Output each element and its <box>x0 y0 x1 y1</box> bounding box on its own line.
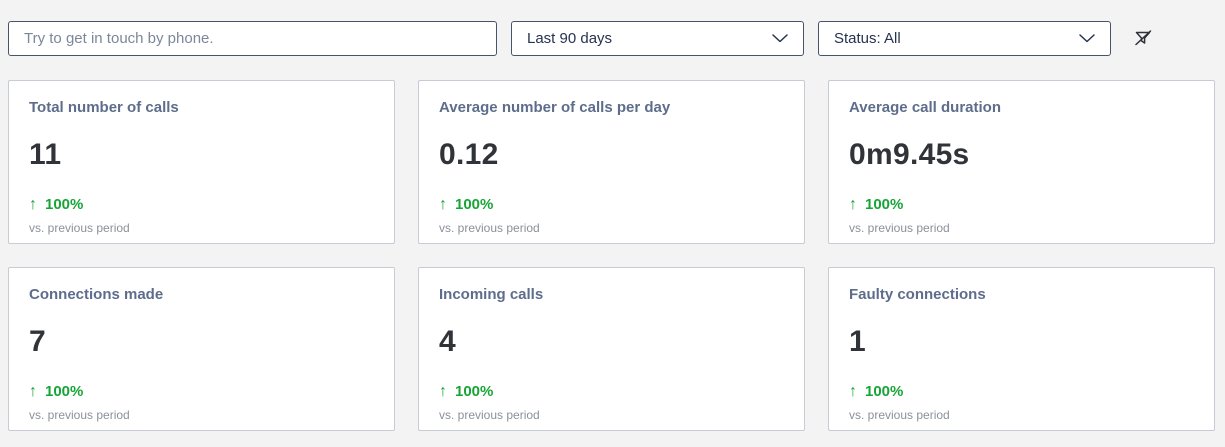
card-value: 11 <box>29 138 62 171</box>
card-total-number-of-calls: Total number of calls 11 ↑ 100% vs. prev… <box>8 80 395 244</box>
status-value: Status: All <box>834 29 901 47</box>
card-value: 4 <box>439 325 456 358</box>
card-trend: ↑ 100% <box>439 196 784 213</box>
card-trend: ↑ 100% <box>29 383 374 400</box>
chevron-down-icon <box>772 33 788 43</box>
card-title: Total number of calls <box>29 99 179 116</box>
comparison-label: vs. previous period <box>29 408 130 422</box>
trend-change: 100% <box>455 196 494 213</box>
trend-change: 100% <box>455 383 494 400</box>
card-title: Average number of calls per day <box>439 99 671 116</box>
card-value: 7 <box>29 325 46 358</box>
date-range-value: Last 90 days <box>527 29 613 47</box>
kpi-cards-grid: Total number of calls 11 ↑ 100% vs. prev… <box>8 80 1215 431</box>
trend-up-arrow-icon: ↑ <box>439 383 447 400</box>
card-title: Incoming calls <box>439 286 544 303</box>
chevron-down-icon <box>1079 33 1095 43</box>
card-faulty-connections: Faulty connections 1 ↑ 100% vs. previous… <box>828 267 1215 431</box>
trend-up-arrow-icon: ↑ <box>849 383 857 400</box>
card-value: 0m9.45s <box>849 138 970 171</box>
card-value: 0.12 <box>439 138 499 171</box>
date-range-dropdown[interactable]: Last 90 days <box>511 20 804 56</box>
card-trend: ↑ 100% <box>29 196 374 213</box>
card-title: Faulty connections <box>849 286 986 303</box>
card-connections-made: Connections made 7 ↑ 100% vs. previous p… <box>8 267 395 431</box>
status-dropdown[interactable]: Status: All <box>818 20 1111 56</box>
trend-change: 100% <box>865 196 904 213</box>
comparison-label: vs. previous period <box>849 408 950 422</box>
card-title: Connections made <box>29 286 164 303</box>
trend-change: 100% <box>45 196 84 213</box>
trend-change: 100% <box>45 383 84 400</box>
comparison-label: vs. previous period <box>29 221 130 235</box>
card-title: Average call duration <box>849 99 1001 116</box>
comparison-label: vs. previous period <box>439 221 540 235</box>
trend-up-arrow-icon: ↑ <box>439 196 447 213</box>
trend-change: 100% <box>865 383 904 400</box>
comparison-label: vs. previous period <box>439 408 540 422</box>
filter-off-icon <box>1132 27 1154 49</box>
filters-toolbar: Last 90 days Status: All <box>8 20 1215 56</box>
card-trend: ↑ 100% <box>439 383 784 400</box>
card-trend: ↑ 100% <box>849 383 1194 400</box>
card-incoming-calls: Incoming calls 4 ↑ 100% vs. previous per… <box>418 267 805 431</box>
card-trend: ↑ 100% <box>849 196 1194 213</box>
clear-filters-button[interactable] <box>1129 24 1157 52</box>
card-average-call-duration: Average call duration 0m9.45s ↑ 100% vs.… <box>828 80 1215 244</box>
search-input[interactable] <box>8 20 497 56</box>
trend-up-arrow-icon: ↑ <box>849 196 857 213</box>
card-value: 1 <box>849 325 866 358</box>
comparison-label: vs. previous period <box>849 221 950 235</box>
card-average-calls-per-day: Average number of calls per day 0.12 ↑ 1… <box>418 80 805 244</box>
trend-up-arrow-icon: ↑ <box>29 196 37 213</box>
trend-up-arrow-icon: ↑ <box>29 383 37 400</box>
